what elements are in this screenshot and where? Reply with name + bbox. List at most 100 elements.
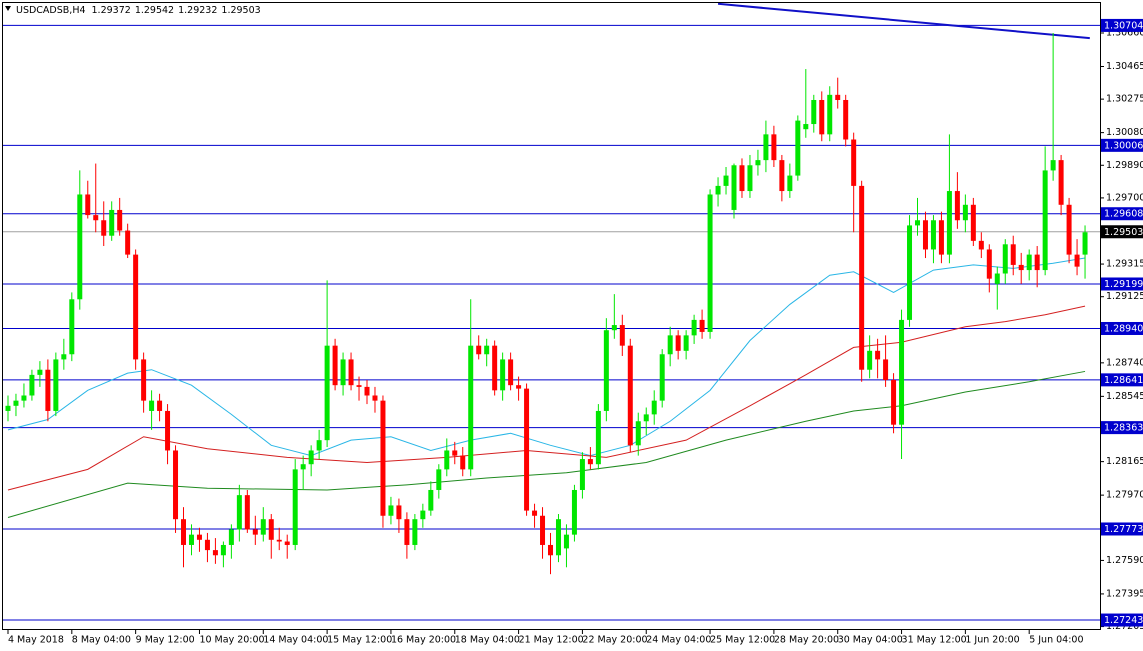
x-tick-label: 25 May 12:00 bbox=[710, 635, 775, 646]
candle-body bbox=[540, 515, 546, 545]
candle-body bbox=[930, 220, 936, 250]
candle-body bbox=[1058, 160, 1064, 205]
candle-body bbox=[548, 544, 554, 556]
candle-body bbox=[165, 410, 171, 451]
candle-body bbox=[819, 99, 825, 135]
moving-average bbox=[7, 305, 1086, 491]
candle-body bbox=[970, 204, 976, 241]
level-label-box bbox=[1101, 277, 1143, 291]
level-label-box bbox=[1101, 18, 1143, 32]
candle-body bbox=[811, 99, 817, 125]
candle-body bbox=[875, 350, 881, 360]
candle-body bbox=[284, 541, 290, 545]
y-tick-label: 1.30660 bbox=[1106, 27, 1143, 38]
candle-body bbox=[763, 134, 769, 161]
candle-body bbox=[563, 534, 569, 549]
candle-body bbox=[444, 450, 450, 470]
candle-body bbox=[244, 495, 250, 530]
y-tick-label: 1.29700 bbox=[1106, 192, 1143, 203]
candle-body bbox=[683, 335, 689, 351]
candle-body bbox=[69, 299, 75, 355]
candle-body bbox=[236, 495, 242, 530]
candle-body bbox=[1082, 232, 1088, 255]
level-label: 1.27243 bbox=[1104, 615, 1143, 626]
candle-body bbox=[779, 160, 785, 192]
header: USDCADSB,H4 1.29372 1.29542 1.29232 1.29503 bbox=[16, 5, 261, 16]
level-label-box bbox=[1101, 207, 1143, 221]
candle-body bbox=[93, 215, 99, 221]
candle-body bbox=[308, 450, 314, 465]
candle-body bbox=[388, 505, 394, 516]
header-low: 1.29232 bbox=[178, 5, 217, 16]
price-label: 1.29503 bbox=[1104, 227, 1143, 238]
level-label-box bbox=[1101, 373, 1143, 387]
candle-body bbox=[659, 354, 665, 401]
header-open: 1.29372 bbox=[92, 5, 131, 16]
level-label-box bbox=[1101, 421, 1143, 435]
candle-body bbox=[978, 240, 984, 250]
x-tick-label: 28 May 20:00 bbox=[774, 635, 839, 646]
candle-body bbox=[181, 519, 187, 545]
candle-body bbox=[13, 400, 19, 406]
candle-body bbox=[747, 165, 753, 192]
level-label: 1.28641 bbox=[1104, 375, 1143, 386]
candle-body bbox=[268, 519, 274, 540]
candle-body bbox=[1050, 160, 1056, 171]
y-tick-label: 1.30080 bbox=[1106, 127, 1143, 138]
y-tick-label: 1.27395 bbox=[1106, 588, 1143, 599]
x-tick-label: 30 May 04:00 bbox=[838, 635, 903, 646]
level-label-box bbox=[1101, 138, 1143, 152]
candle-body bbox=[220, 544, 226, 556]
x-tick-label: 18 May 04:00 bbox=[455, 635, 520, 646]
candle-body bbox=[532, 510, 538, 516]
candle-body bbox=[260, 519, 266, 535]
candle-body bbox=[914, 220, 920, 226]
y-tick-label: 1.27590 bbox=[1106, 555, 1143, 566]
candle-body bbox=[1018, 264, 1024, 271]
candle-body bbox=[436, 469, 442, 490]
candle-body bbox=[899, 319, 905, 425]
x-tick-label: 31 May 12:00 bbox=[902, 635, 967, 646]
candle-body bbox=[827, 94, 833, 135]
y-tick-label: 1.29315 bbox=[1106, 259, 1143, 270]
candle-body bbox=[1034, 254, 1040, 271]
candle-body bbox=[643, 414, 649, 422]
candle-body bbox=[324, 345, 330, 441]
candle-body bbox=[627, 345, 633, 446]
candle-body bbox=[492, 345, 498, 391]
plot bbox=[3, 3, 1100, 621]
level-label-box bbox=[1101, 522, 1143, 536]
menu-arrow[interactable] bbox=[5, 6, 11, 11]
level-label: 1.28363 bbox=[1104, 423, 1143, 434]
candle-body bbox=[452, 450, 458, 456]
level-label: 1.27773 bbox=[1104, 524, 1143, 535]
y-tick-label: 1.29125 bbox=[1106, 291, 1143, 302]
candle-body bbox=[619, 325, 625, 346]
y-tick-label: 1.28545 bbox=[1106, 391, 1143, 402]
candle-body bbox=[117, 209, 123, 231]
candle-body bbox=[986, 249, 992, 279]
level-label: 1.30006 bbox=[1104, 140, 1143, 151]
candle-body bbox=[476, 345, 482, 355]
candle-body bbox=[61, 354, 67, 360]
candle-body bbox=[795, 120, 801, 176]
candle-body bbox=[29, 374, 35, 396]
header-high: 1.29542 bbox=[135, 5, 174, 16]
candle-body bbox=[45, 369, 51, 411]
candle-body bbox=[500, 359, 506, 391]
x-tick-label: 9 May 12:00 bbox=[136, 635, 195, 646]
candle-body bbox=[883, 359, 889, 381]
candle-body bbox=[460, 455, 466, 470]
y-tick-label: 1.30465 bbox=[1106, 61, 1143, 72]
candle-body bbox=[587, 459, 593, 465]
candle-body bbox=[962, 204, 968, 221]
candle-body bbox=[1074, 254, 1080, 267]
x-tick-label: 15 May 12:00 bbox=[327, 635, 392, 646]
candle-body bbox=[404, 519, 410, 545]
candle-body bbox=[867, 350, 873, 370]
x-tick-label: 1 Jun 20:00 bbox=[965, 635, 1019, 646]
candle-body bbox=[595, 410, 601, 465]
y-tick-label: 1.27205 bbox=[1106, 621, 1143, 632]
candle-body bbox=[603, 330, 609, 411]
